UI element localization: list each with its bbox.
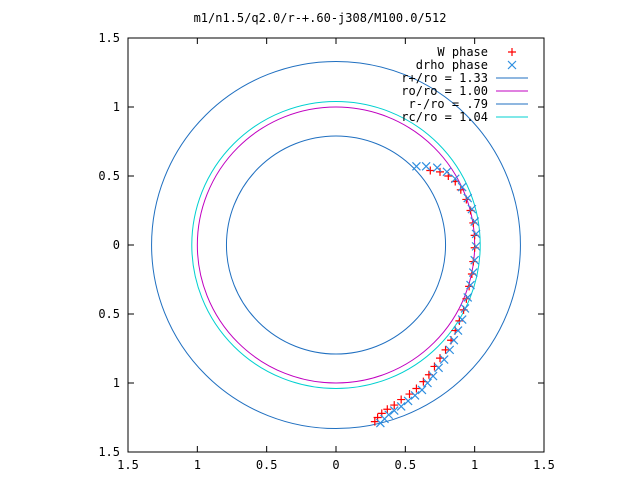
drho-phase-point <box>428 371 438 381</box>
chart-title: m1/n1.5/q2.0/r-+.60-j308/M100.0/512 <box>194 11 447 25</box>
y-tick-label: 1 <box>113 376 120 390</box>
drho-phase-point <box>384 410 394 420</box>
legend-swatch <box>507 60 517 70</box>
drho-phase-point <box>471 241 481 251</box>
drho-phase-point <box>434 363 444 373</box>
x-tick-label: 1 <box>194 458 201 472</box>
x-tick-label: 1.5 <box>533 458 555 472</box>
drho-phase-point <box>389 406 399 416</box>
drho-phase-point <box>457 315 467 324</box>
drho-phase-point <box>468 268 478 278</box>
drho-phase-point <box>450 174 460 184</box>
drho-phase-point <box>457 182 467 192</box>
w-phase-point <box>405 390 414 399</box>
y-tick-label: 0.5 <box>98 169 120 183</box>
circle-r- <box>151 60 521 430</box>
y-tick-label: 1.5 <box>98 31 120 45</box>
w-phase-point <box>383 405 392 414</box>
w-phase-point <box>436 167 444 176</box>
drho-phase-point <box>439 355 449 364</box>
x-tick-label: 0 <box>332 458 339 472</box>
w-phase-point <box>370 417 379 426</box>
x-tick-label: 1 <box>471 458 478 472</box>
drho-phase-point <box>445 345 455 355</box>
circle-ro <box>196 106 476 384</box>
drho-phase-point <box>453 326 463 335</box>
drho-phase-point <box>410 390 420 400</box>
drho-phase-point <box>403 396 413 406</box>
legend-label: rc/ro = 1.04 <box>401 110 488 124</box>
x-tick-label: 1.5 <box>117 458 139 472</box>
w-phase-point <box>441 345 450 354</box>
drho-phase-point <box>423 378 432 388</box>
w-phase-point <box>455 316 464 325</box>
drho-phase-point <box>432 163 442 173</box>
drho-phase-point <box>421 161 431 171</box>
y-tick-label: 1 <box>113 100 120 114</box>
drho-phase-point <box>460 304 470 313</box>
drho-phase-point <box>467 204 477 214</box>
drho-phase-point <box>412 161 421 171</box>
drho-phase-point <box>463 293 473 302</box>
legend-swatch <box>508 48 516 56</box>
y-tick-label: 0.5 <box>98 307 120 321</box>
legend-label: drho phase <box>416 58 488 72</box>
w-phase-point <box>390 401 399 410</box>
drho-phase-point <box>449 335 459 345</box>
w-phase-point <box>426 166 435 175</box>
w-phase-point <box>456 185 465 194</box>
drho-phase-point <box>470 255 480 265</box>
drho-phase-point <box>442 167 452 177</box>
y-tick-label: 1.5 <box>98 445 120 459</box>
drho-phase-point <box>466 280 475 290</box>
legend-label: r+/ro = 1.33 <box>401 71 488 85</box>
legend-label: r-/ro = .79 <box>409 97 488 111</box>
x-tick-label: 0.5 <box>256 458 278 472</box>
circle-rc <box>191 100 481 390</box>
w-phase-point <box>412 384 421 393</box>
drho-phase-point <box>396 402 406 411</box>
drho-phase-point <box>417 385 427 395</box>
y-tick-label: 0 <box>113 238 120 252</box>
legend-label: ro/ro = 1.00 <box>401 84 488 98</box>
legend-label: W phase <box>437 45 488 59</box>
x-tick-label: 0.5 <box>394 458 416 472</box>
w-phase-point <box>397 395 406 404</box>
drho-phase-point <box>463 193 473 203</box>
circle-r- <box>225 135 447 355</box>
drho-phase-point <box>470 217 480 226</box>
drho-phase-point <box>471 229 481 239</box>
